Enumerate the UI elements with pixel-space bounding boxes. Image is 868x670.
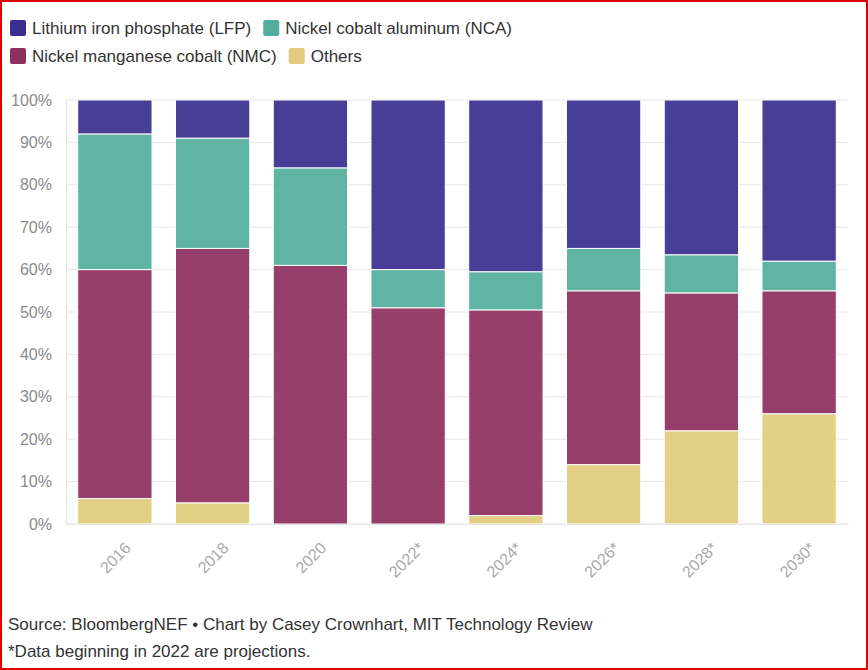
- y-tick-label: 70%: [20, 219, 52, 236]
- y-axis-line: [66, 101, 67, 525]
- y-tick: 60%: [20, 261, 66, 278]
- legend-swatch: [10, 20, 26, 36]
- bar: [175, 248, 249, 502]
- bar: [664, 431, 738, 524]
- bar: [78, 270, 152, 499]
- y-tick: 70%: [20, 219, 66, 236]
- bar: [469, 272, 543, 310]
- bar: [664, 293, 738, 431]
- y-tick-label: 0%: [29, 516, 52, 533]
- bar: [371, 100, 445, 270]
- bar: [762, 414, 836, 524]
- bar: [371, 270, 445, 308]
- annotation: Source: BloombergNEF • Chart by Casey Cr…: [8, 615, 593, 634]
- series: [78, 248, 837, 524]
- annotation: *Data beginning in 2022 are projections.: [8, 642, 310, 661]
- legend-label: Others: [311, 47, 362, 66]
- legend-label: Lithium iron phosphate (LFP): [32, 19, 251, 38]
- y-tick-label: 20%: [20, 431, 52, 448]
- series: [78, 100, 837, 272]
- legend-label: Nickel manganese cobalt (NMC): [32, 47, 277, 66]
- x-tick: 2016: [97, 524, 134, 576]
- y-tick-label: 50%: [20, 304, 52, 321]
- x-tick: 2022*: [386, 524, 428, 581]
- x-axis: 2016 2018 2020 2022* 2024* 2026* 2028* 2030*: [67, 524, 849, 581]
- legend-swatch: [289, 48, 305, 64]
- x-tick-label: 2026*: [581, 539, 623, 581]
- bars: [78, 100, 837, 524]
- bar: [469, 310, 543, 516]
- y-tick: 90%: [20, 134, 66, 151]
- bar: [78, 499, 152, 524]
- bar: [371, 308, 445, 524]
- legend-item: Nickel manganese cobalt (NMC): [10, 47, 277, 66]
- x-tick: 2026*: [581, 524, 623, 581]
- bar: [273, 265, 347, 524]
- x-tick-label: 2024*: [483, 539, 525, 581]
- y-axis: 0% 10% 20% 30% 40% 50% 60% 70% 80% 90% 100%: [11, 92, 66, 533]
- y-tick-label: 60%: [20, 261, 52, 278]
- bar: [566, 465, 640, 524]
- y-tick-label: 40%: [20, 346, 52, 363]
- bar: [664, 255, 738, 293]
- y-tick: 30%: [20, 388, 66, 405]
- y-tick-label: 30%: [20, 388, 52, 405]
- y-tick-label: 100%: [11, 92, 52, 109]
- bar: [469, 100, 543, 272]
- legend-label: Nickel cobalt aluminum (NCA): [285, 19, 512, 38]
- y-tick: 20%: [20, 431, 66, 448]
- legend-item: Others: [289, 47, 362, 66]
- x-axis-line: [67, 524, 849, 525]
- y-tick: 80%: [20, 176, 66, 193]
- bar: [175, 100, 249, 138]
- legend-swatch: [10, 48, 26, 64]
- bar: [762, 100, 836, 261]
- legend: Lithium iron phosphate (LFP) Nickel cobal…: [10, 19, 512, 66]
- bar: [78, 134, 152, 270]
- bar: [566, 248, 640, 290]
- frame: [1, 1, 867, 669]
- bar: [762, 291, 836, 414]
- x-tick: 2030*: [777, 524, 819, 581]
- bar: [78, 100, 152, 134]
- y-tick: 50%: [20, 304, 66, 321]
- y-tick: 40%: [20, 346, 66, 363]
- x-tick-label: 2018: [195, 539, 232, 576]
- legend-swatch: [263, 20, 279, 36]
- bar: [469, 516, 543, 524]
- bar: [273, 100, 347, 168]
- grid: [66, 100, 848, 524]
- y-tick-label: 10%: [20, 473, 52, 490]
- x-tick-label: 2030*: [777, 539, 819, 581]
- y-tick-label: 90%: [20, 134, 52, 151]
- x-tick: 2024*: [483, 524, 525, 581]
- bar: [566, 291, 640, 465]
- x-tick-label: 2020: [292, 539, 329, 576]
- legend-item: Nickel cobalt aluminum (NCA): [263, 19, 512, 38]
- y-tick-label: 80%: [20, 176, 52, 193]
- bar: [664, 100, 738, 255]
- x-tick-label: 2016: [97, 539, 134, 576]
- plot: 0%10%20%30%40%50%60%70%80%90%100%2016201…: [11, 92, 848, 581]
- x-tick: 2020: [292, 524, 329, 576]
- y-tick: 100%: [11, 92, 66, 109]
- x-tick: 2028*: [679, 524, 721, 581]
- bar: [273, 168, 347, 266]
- bar: [566, 100, 640, 248]
- x-tick-label: 2028*: [679, 539, 721, 581]
- bar: [175, 138, 249, 248]
- legend-item: Lithium iron phosphate (LFP): [10, 19, 251, 38]
- x-tick: 2018: [195, 524, 232, 576]
- y-tick: 0%: [29, 516, 66, 533]
- chart: 0%10%20%30%40%50%60%70%80%90%100%2016201…: [0, 0, 868, 670]
- x-tick-label: 2022*: [386, 539, 428, 581]
- bar: [175, 503, 249, 524]
- bar: [762, 261, 836, 291]
- y-tick: 10%: [20, 473, 66, 490]
